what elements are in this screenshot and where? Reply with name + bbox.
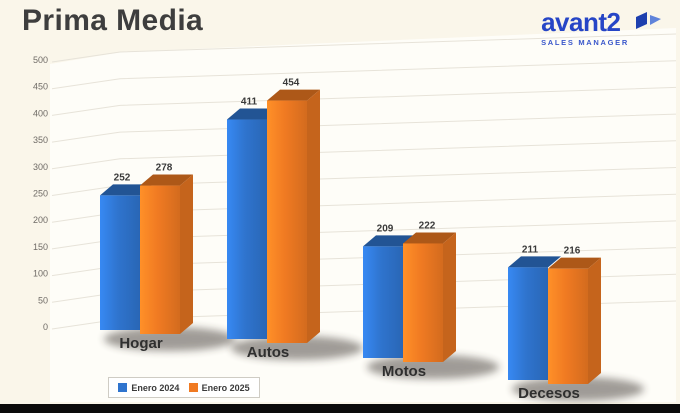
bar-top bbox=[363, 235, 416, 247]
bar-front bbox=[100, 195, 140, 330]
bar-front bbox=[548, 268, 588, 384]
gridline bbox=[51, 60, 677, 90]
y-tick-label: 500 bbox=[33, 55, 48, 65]
bar-top bbox=[227, 108, 280, 120]
legend-label-enero-2025: Enero 2025 bbox=[201, 382, 250, 393]
category-label: Hogar bbox=[119, 335, 163, 352]
bar-top bbox=[267, 89, 320, 101]
value-label: 454 bbox=[283, 78, 300, 89]
bar-side bbox=[588, 257, 601, 384]
y-tick-label: 100 bbox=[33, 269, 48, 279]
bar-front bbox=[403, 243, 443, 362]
bar-top bbox=[100, 184, 153, 196]
logo-icon-light-shape bbox=[650, 15, 661, 25]
legend-label-enero-2024: Enero 2024 bbox=[131, 382, 180, 393]
logo-icon-dark-shape bbox=[636, 12, 647, 29]
y-tick-label: 150 bbox=[33, 242, 48, 252]
value-label: 222 bbox=[419, 220, 436, 231]
category-label: Autos bbox=[247, 344, 290, 361]
avant2-logo-icon bbox=[636, 12, 661, 29]
value-label: 278 bbox=[156, 163, 173, 174]
brand-name: avant2 bbox=[541, 7, 621, 37]
bar-front bbox=[363, 246, 403, 358]
value-label: 209 bbox=[377, 223, 394, 234]
legend-item-enero-2024: Enero 2024 bbox=[118, 383, 179, 393]
y-tick-label: 400 bbox=[33, 108, 48, 118]
y-tick-label: 0 bbox=[43, 322, 48, 332]
bar-side bbox=[180, 174, 193, 334]
bar-top bbox=[403, 232, 456, 244]
bar-side bbox=[443, 232, 456, 362]
y-tick-label: 200 bbox=[33, 215, 48, 225]
gridline bbox=[51, 140, 677, 170]
y-tick-label: 250 bbox=[33, 189, 48, 199]
legend-swatch-enero-2024 bbox=[118, 383, 128, 392]
bar-top bbox=[548, 257, 601, 269]
bar-front bbox=[508, 267, 548, 380]
gridline bbox=[51, 86, 677, 116]
gridline bbox=[51, 113, 677, 143]
category-label: Decesos bbox=[518, 385, 580, 402]
bar-top bbox=[508, 256, 561, 268]
legend-item-enero-2025: Enero 2025 bbox=[188, 382, 250, 393]
bar-front bbox=[140, 185, 180, 334]
page-title: Prima Media bbox=[22, 4, 204, 37]
value-label: 211 bbox=[522, 244, 539, 255]
value-label: 216 bbox=[564, 246, 581, 257]
category-label: Motos bbox=[382, 363, 426, 380]
brand-logo: avant2 SALES MANAGER bbox=[541, 9, 664, 47]
y-tick-label: 300 bbox=[33, 162, 48, 172]
bar-shadow bbox=[104, 327, 236, 351]
bar-front bbox=[267, 100, 307, 344]
bar-shadow bbox=[512, 377, 644, 401]
legend-swatch-enero-2025 bbox=[188, 383, 198, 392]
y-tick-label: 450 bbox=[33, 82, 48, 92]
bar-top bbox=[140, 174, 193, 186]
brand-tagline: SALES MANAGER bbox=[541, 38, 629, 47]
bar-side bbox=[307, 89, 320, 344]
brand-logo-text: avant2 SALES MANAGER bbox=[541, 9, 629, 47]
bottom-bar bbox=[0, 404, 680, 413]
y-tick-label: 50 bbox=[38, 295, 48, 305]
chart-legend: Enero 2024 Enero 2025 bbox=[108, 377, 260, 398]
value-label: 411 bbox=[241, 97, 258, 108]
bar-shadow bbox=[231, 336, 363, 360]
gridline bbox=[51, 33, 677, 63]
value-label: 252 bbox=[114, 172, 131, 183]
y-tick-label: 350 bbox=[33, 135, 48, 145]
bar-front bbox=[227, 119, 267, 339]
bar-shadow bbox=[367, 355, 499, 379]
